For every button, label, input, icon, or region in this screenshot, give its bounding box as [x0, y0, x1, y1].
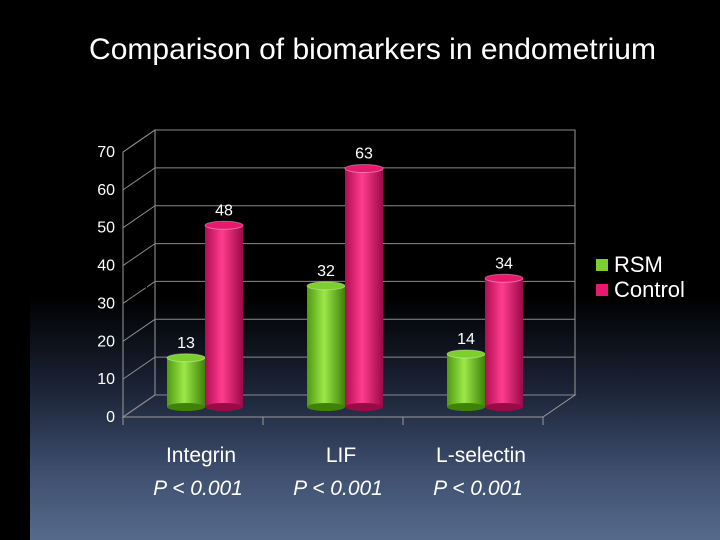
category-label: L-selectin [436, 444, 526, 467]
y-axis-label: cing pixel area (%) [32, 277, 148, 293]
category-label: Integrin [166, 444, 236, 467]
chart-gridlines [122, 129, 575, 425]
gridline [122, 280, 575, 304]
y-tick-label: 70 [97, 144, 115, 161]
bar-rsm [307, 285, 345, 407]
side-wall [122, 129, 156, 418]
bar-base [167, 403, 205, 411]
bar-base [205, 403, 243, 411]
gridline [122, 356, 575, 380]
gridline [122, 167, 575, 191]
y-tick-label: 20 [97, 333, 115, 350]
y-tick-label: 50 [97, 220, 115, 237]
bar-top [344, 164, 384, 173]
gridline [122, 129, 575, 153]
data-label: 32 [317, 263, 335, 280]
legend-label-rsm: RSM [614, 252, 663, 277]
p-value-annotation: P < 0.001 [433, 477, 523, 500]
data-label: 14 [457, 331, 475, 348]
bar-top [204, 220, 244, 230]
p-value-annotation: P < 0.001 [293, 477, 383, 500]
bar-rsm [167, 357, 205, 407]
bar-control [345, 168, 383, 407]
slide-title: Comparison of biomarkers in endometrium [89, 33, 656, 66]
bar-base [307, 403, 345, 411]
bar-base [447, 403, 485, 411]
y-tick-label: 0 [106, 409, 115, 426]
data-label: 63 [355, 146, 373, 163]
data-label: 48 [215, 202, 233, 219]
gridline [122, 205, 575, 229]
bar-base [485, 403, 523, 411]
bar-top [306, 281, 346, 291]
gridline [122, 243, 575, 266]
bar-control [485, 278, 523, 407]
chart-bars [166, 164, 524, 411]
bar-rsm [447, 354, 485, 407]
y-tick-label: 10 [97, 371, 115, 388]
data-label: 13 [177, 335, 195, 352]
y-tick-label: 60 [97, 182, 115, 199]
gridline [122, 318, 575, 342]
y-tick-label: 40 [97, 258, 115, 275]
bar-top [446, 349, 486, 359]
p-value-annotation: P < 0.001 [153, 477, 243, 500]
bar-control [205, 225, 243, 407]
gridline [122, 394, 575, 418]
bar-top [484, 273, 524, 283]
bar-top [166, 353, 206, 363]
chart-labels: 0 10 20 30 40 50 60 70 13 48 Integrin P < 0.001 32 63… [97, 144, 685, 500]
y-tick-label: 30 [97, 295, 115, 312]
category-label: LIF [326, 444, 356, 467]
data-label: 34 [495, 255, 513, 272]
bar-base [345, 403, 383, 411]
legend-label-control: Control [614, 277, 685, 302]
legend-swatch-control [596, 284, 608, 296]
legend-swatch-rsm [596, 259, 608, 271]
